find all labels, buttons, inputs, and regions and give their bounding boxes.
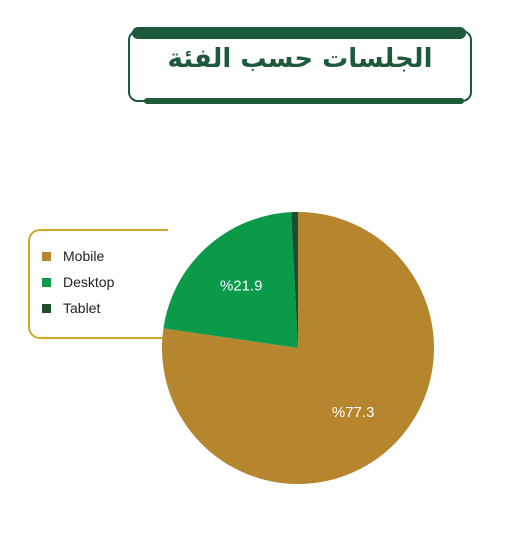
legend-swatch-mobile <box>42 251 51 261</box>
slice-label-mobile: %77.3 <box>332 404 375 421</box>
legend-label-desktop: Desktop <box>63 274 115 290</box>
legend-label-tablet: Tablet <box>63 300 101 316</box>
legend-item-mobile: Mobile <box>42 248 104 264</box>
slice-label-desktop: %21.9 <box>220 278 263 295</box>
chart-title: الجلسات حسب الفئة <box>167 44 433 74</box>
legend-label-mobile: Mobile <box>63 248 105 264</box>
legend-item-desktop: Desktop <box>42 274 114 290</box>
title-bottom-bar <box>144 98 464 104</box>
legend-swatch-desktop <box>42 277 51 287</box>
legend-swatch-tablet <box>42 303 51 313</box>
pie-slice-tablet <box>291 212 298 348</box>
legend: Mobile Desktop Tablet <box>28 229 168 339</box>
pie-slice-desktop <box>163 212 298 348</box>
title-top-bar <box>132 27 466 39</box>
legend-item-tablet: Tablet <box>42 300 100 316</box>
